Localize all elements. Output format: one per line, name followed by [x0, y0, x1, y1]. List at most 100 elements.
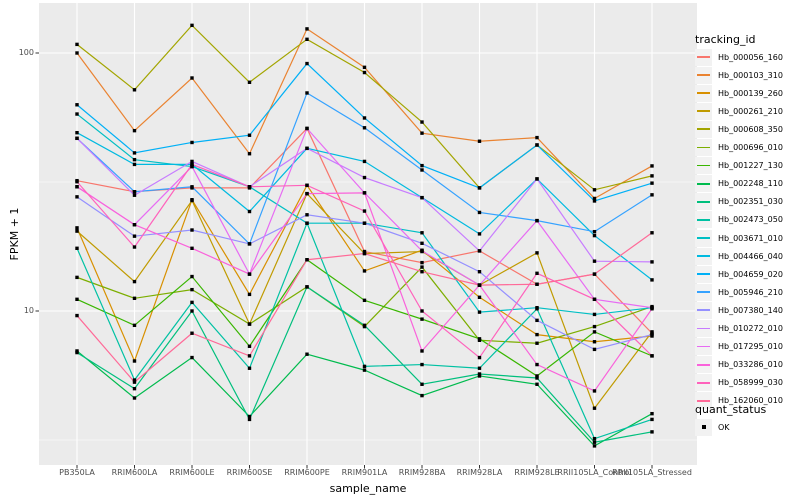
- data-point: [75, 42, 79, 47]
- data-point: [362, 298, 367, 303]
- legend-item-Hb_002473_050: Hb_002473_050: [695, 211, 783, 229]
- data-point: [592, 444, 597, 448]
- data-point: [75, 131, 79, 135]
- legend-item-Hb_003671_010: Hb_003671_010: [695, 229, 783, 247]
- data-point: [592, 340, 597, 344]
- data-point: [190, 164, 194, 169]
- data-point: [75, 246, 79, 250]
- axis-tick-marks: [35, 52, 653, 469]
- legend-key: [695, 283, 712, 301]
- data-point: [75, 112, 79, 116]
- data-point: [247, 242, 252, 246]
- legend-key-line-icon: [697, 182, 710, 185]
- legend-key-line-icon: [697, 327, 710, 330]
- data-point: [592, 440, 597, 444]
- data-point: [420, 249, 424, 253]
- data-point: [132, 151, 137, 155]
- data-point: [592, 297, 597, 302]
- data-point: [305, 61, 309, 66]
- data-point: [420, 349, 424, 353]
- data-point: [132, 128, 137, 133]
- data-point: [650, 430, 654, 434]
- data-point: [477, 270, 482, 274]
- legend-item-Hb_002248_110: Hb_002248_110: [695, 175, 783, 193]
- data-point: [247, 152, 252, 156]
- data-point: [132, 359, 137, 363]
- data-point: [190, 159, 194, 164]
- data-point: [420, 362, 424, 367]
- data-point: [132, 279, 137, 284]
- legend-item-Hb_000608_350: Hb_000608_350: [695, 120, 783, 138]
- legend-item-Hb_002351_030: Hb_002351_030: [695, 193, 783, 211]
- data-point: [535, 135, 539, 140]
- data-point: [650, 164, 654, 168]
- legend-key-line-icon: [697, 309, 710, 312]
- x-axis-title: sample_name: [329, 482, 407, 495]
- data-point: [247, 185, 252, 189]
- legend-key-line-icon: [697, 345, 710, 348]
- data-point: [190, 287, 194, 292]
- data-point: [362, 209, 367, 213]
- x-tick-label: RRIM901LA: [341, 468, 388, 477]
- data-point: [477, 374, 482, 378]
- data-point: [190, 198, 194, 203]
- data-point: [420, 260, 424, 265]
- data-point: [190, 162, 194, 167]
- legend-item-Hb_010272_010: Hb_010272_010: [695, 320, 783, 338]
- legend-title-tracking-id: tracking_id: [695, 33, 756, 46]
- legend-item-label: Hb_000261_210: [718, 106, 783, 116]
- data-point: [650, 193, 654, 197]
- data-point: [75, 229, 79, 233]
- data-point: [362, 269, 367, 273]
- data-point: [362, 368, 367, 372]
- data-point: [75, 195, 79, 199]
- data-point: [535, 362, 539, 367]
- data-point: [420, 309, 424, 313]
- data-point: [190, 76, 194, 80]
- data-point: [535, 271, 539, 275]
- x-tick-label: RRII105LA_Stressed: [612, 468, 692, 477]
- data-point: [132, 323, 137, 328]
- data-point: [75, 103, 79, 107]
- data-point: [305, 191, 309, 196]
- data-point: [75, 136, 79, 141]
- data-point: [535, 341, 539, 345]
- legend-key: [695, 338, 712, 356]
- data-point: [535, 251, 539, 255]
- data-point: [535, 318, 539, 323]
- legend-key: [695, 193, 712, 211]
- legend-key: [695, 418, 712, 436]
- data-point: [477, 210, 482, 215]
- legend-item-Hb_007380_140: Hb_007380_140: [695, 301, 783, 319]
- data-point: [650, 417, 654, 422]
- legend-item-Hb_000056_160: Hb_000056_160: [695, 48, 783, 66]
- data-point: [592, 389, 597, 393]
- legend-item-label: Hb_002473_050: [718, 215, 783, 225]
- legend-item-Hb_000139_260: Hb_000139_260: [695, 84, 783, 102]
- data-point: [190, 23, 194, 28]
- x-tick-label: PB350LA: [59, 468, 95, 477]
- legend-item-label: Hb_000608_350: [718, 124, 783, 134]
- legend-key-line-icon: [697, 255, 710, 257]
- data-point: [592, 436, 597, 441]
- legend-key-line-icon: [697, 56, 710, 58]
- data-point: [592, 406, 597, 410]
- data-point: [190, 355, 194, 360]
- data-point: [362, 159, 367, 164]
- legend-title-quant-status: quant_status: [695, 403, 767, 416]
- data-point: [420, 241, 424, 245]
- legend-key-line-icon: [697, 74, 710, 76]
- data-point: [362, 251, 367, 256]
- data-point: [420, 231, 424, 235]
- legend-item-label: Hb_000056_160: [718, 52, 783, 62]
- data-point: [477, 139, 482, 143]
- data-point: [592, 188, 597, 192]
- legend-item-label: Hb_007380_140: [718, 305, 783, 315]
- data-point: [190, 309, 194, 313]
- data-point: [132, 157, 137, 162]
- legend-key: [695, 157, 712, 175]
- data-point: [477, 372, 482, 376]
- legend-key: [695, 211, 712, 229]
